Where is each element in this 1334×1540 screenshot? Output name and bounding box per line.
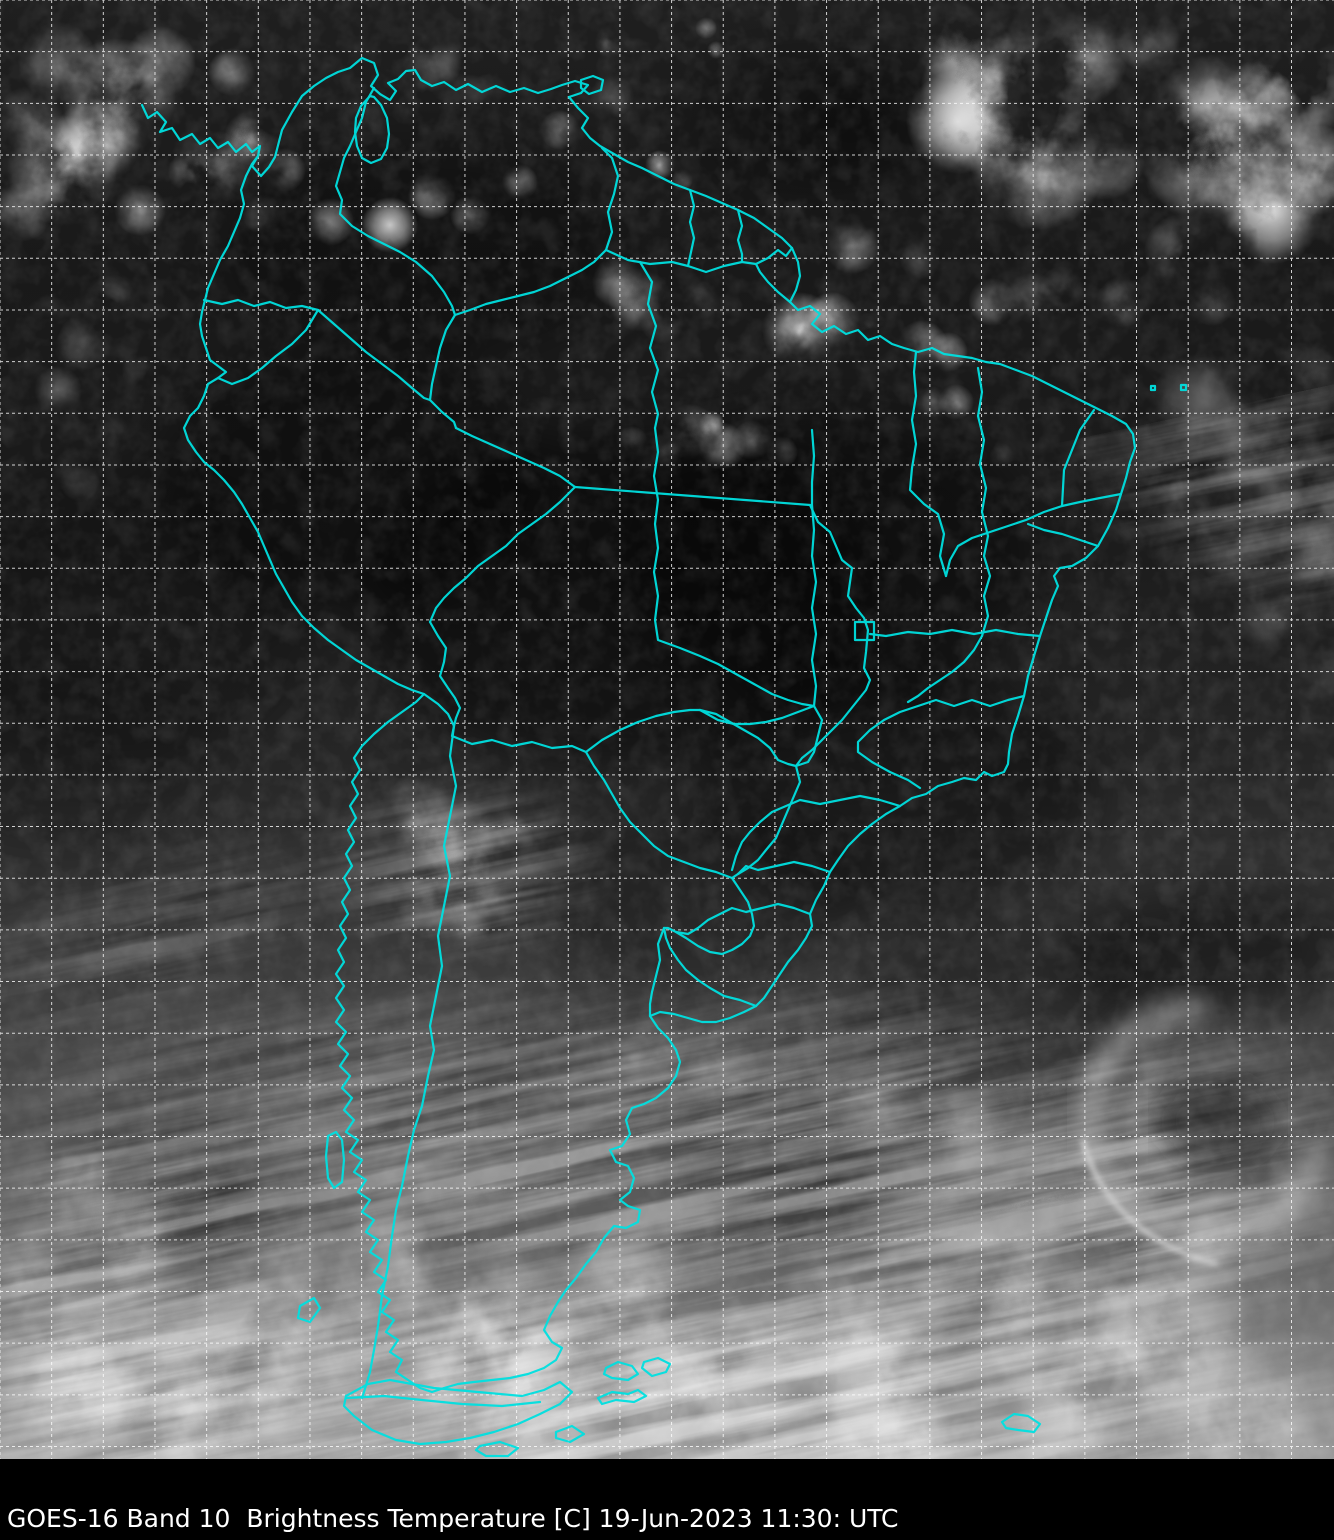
state-matogrosso-south [698,704,816,726]
border-brazil-uruguay [662,926,758,1008]
border-paraguay-brazil [698,708,802,880]
satellite-map [0,0,1334,1459]
state-riograndedosul [674,902,812,936]
border-peru-bolivia [428,485,577,624]
border-bolivia-chile [428,620,462,728]
graticule-grid [0,0,1334,1459]
border-chile-peru [422,692,456,728]
border-argentina-chile [360,724,458,1400]
lake-maracaibo [353,94,391,165]
state-bahia-minas [868,628,1042,638]
state-ceara-west [1060,408,1096,508]
satellite-image [0,0,1334,1459]
island-noronha-1 [1149,384,1157,392]
border-bolivia-brazil-east [794,503,872,768]
border-bolivia-paraguay [584,708,702,754]
caption-bar: GOES-16 Band 10 Brightness Temperature [… [0,1459,1334,1540]
border-colombia-brazil [428,313,458,430]
border-uruguay-argentina [648,926,666,1018]
border-venezuela-brazil [453,248,608,317]
border-colombia-peru [316,308,432,402]
state-matogrosso-east [810,428,818,708]
state-maranhao-piaui [976,366,992,638]
state-amapa [754,262,792,304]
state-goias-minas [906,634,984,704]
island-falkland-west [602,1360,640,1382]
border-paraguay-argentina [584,750,734,880]
state-santacatarina-parana [736,860,832,876]
island-noronha-2 [1179,383,1188,392]
state-alagoas-sergipe [1026,522,1100,548]
border-colombia-ecuador [202,298,320,312]
image-grain [0,0,1334,1459]
state-bahia-north [944,504,1064,578]
island-south-georgia [1000,1412,1042,1434]
state-roraima-para [638,260,660,430]
border-guyana-suriname [686,188,696,268]
border-ecuador-peru [216,308,320,386]
strait-of-magellan [344,1394,542,1408]
state-parana-saopaulo [730,794,902,872]
island-hoste [554,1424,586,1444]
border-brazil-bolivia-straight [573,485,812,507]
state-minas-rio [856,694,1026,790]
island-navarino [474,1440,520,1458]
peninsula-taitao [296,1296,322,1324]
state-distrito-federal [853,620,876,642]
state-para-maranhao [908,350,948,578]
border-colombia-venezuela [334,86,457,317]
island-estados [596,1388,648,1406]
border-venezuela-guyana [600,146,620,252]
country-borders [140,56,1188,1458]
border-bolivia-argentina [450,724,588,754]
state-amazonas-vertical [652,426,816,708]
island-falkland-east [640,1356,672,1378]
island-trinidad [579,74,605,96]
border-north-brazil [604,246,794,274]
cloud-imagery-layer [0,0,1334,1459]
border-peru-brazil [454,426,577,489]
border-brazil-argentina-misiones [662,876,756,956]
island-chiloe [324,1130,346,1190]
island-tierra-del-fuego [342,1378,574,1446]
border-suriname-frguiana [736,208,744,264]
state-pernambuco [1060,492,1123,508]
state-goias-ms [794,704,824,768]
caption-text: GOES-16 Band 10 Brightness Temperature [… [7,1503,899,1533]
